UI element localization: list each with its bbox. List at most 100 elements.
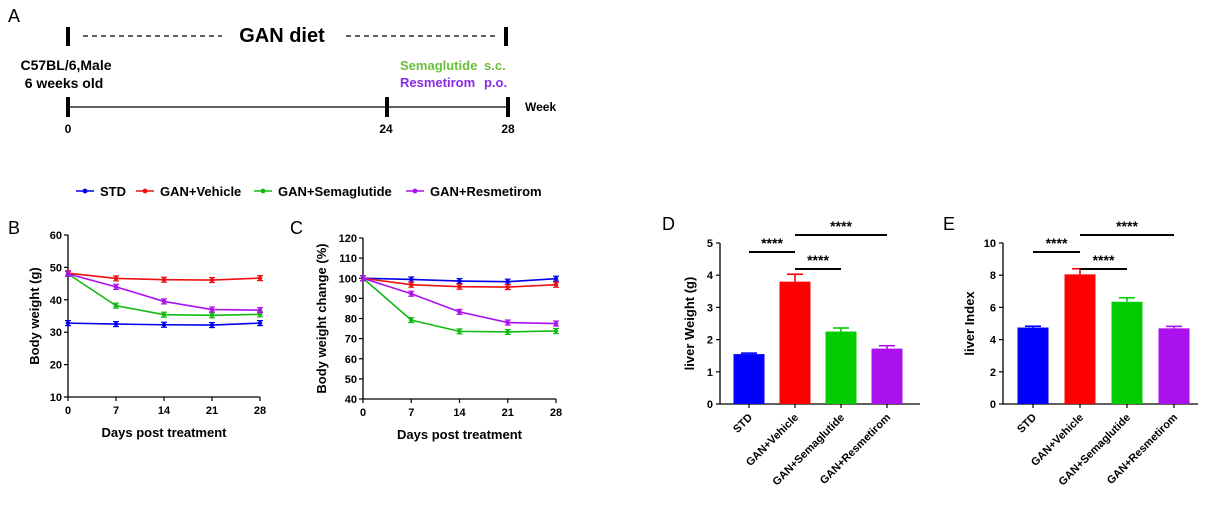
legend-marker-3: [412, 188, 418, 194]
y-tick-label: 0: [707, 399, 713, 411]
chart-body-weight-change: 40 50 60 70 80 90 100 110 120 0 7 14 21 28 Days post t…: [314, 233, 562, 442]
data-point: [161, 312, 167, 317]
y-tick-label: 100: [339, 273, 357, 285]
y-tick-label: 40: [345, 394, 357, 406]
data-point: [257, 275, 263, 281]
data-point: [257, 320, 263, 326]
y-tick-label: 3: [707, 302, 713, 314]
significance-label-2: ****: [830, 218, 852, 234]
y-tick-label: 70: [345, 334, 357, 346]
x-axis-label: Days post treatment: [397, 427, 523, 442]
y-tick-label: 30: [50, 327, 62, 339]
y-tick-label: 1: [707, 367, 713, 379]
data-point: [553, 276, 559, 281]
panel-letter-d: D: [662, 214, 675, 234]
legend: STD GAN+Vehicle GAN+Semaglutide GAN+Resmeti…: [76, 184, 542, 199]
y-tick-label: 20: [50, 360, 62, 372]
data-point: [457, 309, 462, 315]
x-tick-label: 7: [113, 405, 119, 417]
bar-0: [1017, 327, 1049, 404]
x-tick-label: 14: [158, 405, 171, 417]
legend-label-2: GAN+Semaglutide: [278, 184, 392, 199]
y-tick-label: 2: [707, 335, 713, 347]
data-point: [113, 321, 119, 327]
y-tick-label: 80: [345, 314, 357, 326]
panel-letter-c: C: [290, 218, 303, 238]
chart-liver-index: 0246810STDGAN+VehicleGAN+SemaglutideGAN+…: [962, 218, 1198, 488]
category-label-0: STD: [731, 412, 755, 436]
y-tick-label: 0: [990, 399, 996, 411]
data-point: [409, 282, 414, 287]
data-point: [409, 317, 414, 323]
bar-0: [733, 354, 765, 404]
data-point: [65, 320, 71, 326]
data-point: [505, 320, 510, 325]
y-tick-label: 10: [984, 238, 996, 250]
x-axis-label: Days post treatment: [102, 425, 228, 440]
significance-label-1: ****: [807, 252, 829, 268]
treatment-semaglutide: Semaglutide: [400, 58, 477, 73]
timeline: GAN diet C57BL/6,Male 6 weeks old Semagl…: [20, 25, 556, 136]
y-tick-label: 6: [990, 302, 996, 314]
route-semaglutide: s.c.: [484, 58, 506, 73]
y-tick-label: 50: [345, 374, 357, 386]
treatment-resmetirom: Resmetirom: [400, 75, 475, 90]
data-point: [457, 329, 462, 334]
legend-marker-1: [142, 188, 148, 194]
diet-title: GAN diet: [239, 25, 325, 47]
mouse-strain: C57BL/6,Male: [20, 57, 111, 73]
data-point: [257, 307, 263, 313]
route-resmetirom: p.o.: [484, 75, 507, 90]
data-point: [161, 299, 167, 304]
y-tick-label: 90: [345, 293, 357, 305]
legend-marker-2: [260, 188, 266, 194]
legend-label-1: GAN+Vehicle: [160, 184, 241, 199]
x-tick-label: 0: [65, 405, 71, 417]
significance-label-0: ****: [1046, 235, 1068, 251]
y-tick-label: 40: [50, 295, 62, 307]
y-tick-label: 8: [990, 270, 996, 282]
data-point: [409, 291, 414, 296]
y-tick-label: 10: [50, 392, 62, 404]
significance-label-2: ****: [1116, 218, 1138, 234]
y-tick-label: 4: [990, 335, 997, 347]
panel-letter-e: E: [943, 214, 955, 234]
bar-1: [779, 281, 811, 404]
y-axis-label: liver Weight (g): [682, 277, 697, 371]
mouse-age: 6 weeks old: [25, 75, 104, 91]
data-point: [209, 307, 215, 312]
timeline-label-28: 28: [501, 122, 515, 136]
y-tick-label: 120: [339, 233, 357, 245]
y-tick-label: 50: [50, 262, 62, 274]
x-tick-label: 28: [254, 405, 266, 417]
data-point: [113, 276, 119, 281]
bar-1: [1064, 274, 1096, 404]
x-tick-label: 0: [360, 407, 366, 419]
chart-liver-weight: 012345STDGAN+VehicleGAN+SemaglutideGAN+R…: [682, 218, 920, 488]
timeline-unit: Week: [525, 100, 556, 114]
y-axis-label: liver Index: [962, 291, 977, 356]
data-point: [553, 328, 559, 334]
data-point: [209, 313, 215, 318]
y-tick-label: 2: [990, 367, 996, 379]
bar-3: [871, 348, 903, 404]
x-tick-label: 21: [502, 407, 514, 419]
x-tick-label: 7: [408, 407, 414, 419]
significance-label-0: ****: [761, 235, 783, 251]
panel-letter-a: A: [8, 6, 20, 26]
data-point: [360, 276, 366, 281]
x-tick-label: 28: [550, 407, 562, 419]
y-tick-label: 60: [50, 230, 62, 242]
y-tick-label: 5: [707, 238, 713, 250]
data-point: [505, 279, 510, 284]
bar-2: [1111, 301, 1143, 404]
legend-label-3: GAN+Resmetirom: [430, 184, 542, 199]
category-label-0: STD: [1015, 412, 1039, 436]
data-point: [113, 303, 119, 308]
data-point: [553, 282, 559, 287]
data-point: [505, 284, 510, 290]
x-tick-label: 14: [453, 407, 466, 419]
chart-body-weight: 10 20 30 40 50 60 0 7 14 21 28 Days post treatment B…: [27, 230, 266, 440]
bar-2: [825, 331, 857, 404]
data-point: [553, 321, 559, 326]
